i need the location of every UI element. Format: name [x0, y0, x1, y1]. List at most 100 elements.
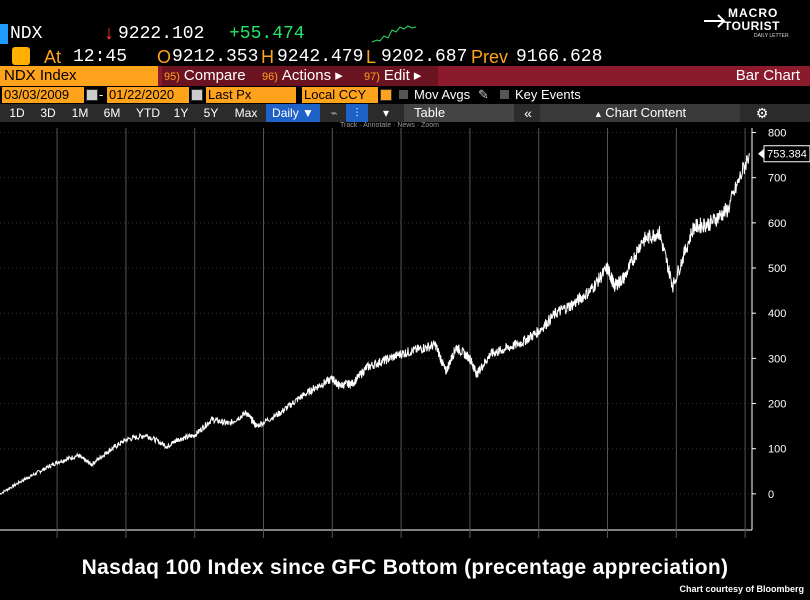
data-point — [166, 445, 168, 448]
range-button-max[interactable]: Max — [234, 106, 258, 120]
chart-dropdown-icon[interactable]: ▾ — [382, 106, 390, 120]
high-value: 9242.479 — [277, 47, 364, 67]
edit-label: Edit ▸ — [383, 67, 422, 84]
intraday-sparkline — [372, 25, 416, 43]
y-tick-label: 400 — [768, 308, 786, 320]
edit-number: 97) — [364, 71, 380, 83]
data-point — [445, 371, 447, 373]
edit-button[interactable]: 97) Edit ▸ — [362, 66, 438, 86]
data-point — [613, 285, 615, 287]
arrow-logo-icon — [704, 14, 726, 28]
data-point — [194, 434, 196, 436]
dropdown-arrow-icon[interactable] — [380, 89, 392, 101]
data-point — [39, 470, 41, 472]
y-tick-label: 100 — [768, 444, 786, 456]
data-point — [572, 303, 574, 305]
price-chart[interactable]: 0100200300400500600700800200920102011201… — [0, 128, 810, 538]
prev-label: Prev — [471, 47, 509, 67]
data-point — [125, 439, 127, 441]
last-value-label: 753.384 — [767, 149, 807, 161]
data-point — [589, 290, 591, 292]
price-field-select[interactable]: Last Px — [206, 87, 296, 103]
clock-icon — [12, 47, 30, 65]
range-button-1m[interactable]: 1M — [71, 106, 89, 120]
zoom-tool[interactable]: Zoom — [421, 122, 440, 129]
chart-source: Chart courtesy of Bloomberg — [679, 584, 804, 594]
data-point — [641, 240, 643, 242]
security-field[interactable]: NDX Index — [0, 66, 158, 86]
high-label: H — [261, 47, 274, 67]
data-point — [417, 348, 419, 350]
quote-time: 12:45 — [73, 47, 128, 67]
chart-tools: Track · Annotate · News · Zoom — [340, 122, 440, 129]
data-point — [145, 434, 148, 436]
pencil-icon[interactable]: ✎ — [478, 87, 489, 102]
actions-label: Actions ▸ — [281, 67, 343, 84]
low-value: 9202.687 — [381, 47, 468, 67]
data-point — [366, 366, 368, 368]
data-point — [211, 418, 213, 420]
gear-icon[interactable]: ⚙ — [755, 105, 769, 121]
compare-label: Compare — [183, 67, 246, 84]
track-tool[interactable]: Track — [340, 122, 358, 129]
price-change: +55.474 — [229, 24, 305, 44]
table-button[interactable]: Table — [404, 104, 514, 122]
y-tick-label: 700 — [768, 173, 786, 185]
y-tick-label: 0 — [768, 489, 774, 501]
range-button-5y[interactable]: 5Y — [203, 106, 219, 120]
data-point — [476, 373, 478, 375]
actions-button[interactable]: 96) Actions ▸ — [260, 66, 364, 86]
range-button-1d[interactable]: 1D — [9, 106, 25, 120]
date-separator: - — [99, 87, 104, 102]
y-tick-label: 500 — [768, 263, 786, 275]
frequency-select[interactable]: Daily ▼ — [266, 104, 320, 122]
chart-content-button[interactable]: ▲ Chart Content — [540, 104, 740, 122]
range-toolbar: 1D 3D 1M 6M YTD 1Y 5Y Max Daily ▼ ⌁ ⫶ ▾ Table «… — [0, 104, 810, 122]
data-point — [520, 341, 523, 344]
data-point — [489, 353, 492, 355]
open-value: 9212.353 — [172, 47, 259, 67]
command-toolbar: NDX Index 95) Compare 96) Actions ▸ 97) Edi… — [0, 66, 810, 86]
range-button-1y[interactable]: 1Y — [173, 106, 189, 120]
start-date-field[interactable]: 03/03/2009 — [2, 87, 84, 103]
mov-avgs-checkbox[interactable] — [399, 90, 408, 99]
last-price: 9222.102 — [118, 24, 205, 44]
data-point — [331, 378, 333, 380]
collapse-icon[interactable]: « — [524, 105, 532, 121]
data-point — [108, 450, 110, 452]
bar-chart-icon[interactable]: ⫶ — [346, 104, 368, 122]
at-label: At — [44, 47, 62, 67]
data-point — [748, 153, 750, 155]
data-point — [56, 461, 58, 463]
down-arrow-icon: ↓ — [104, 22, 114, 44]
data-point — [455, 346, 457, 348]
data-point — [77, 454, 79, 457]
data-point — [383, 360, 385, 362]
line-chart-icon[interactable]: ⌁ — [330, 106, 338, 120]
annotate-tool[interactable]: Annotate — [363, 122, 392, 129]
range-button-ytd[interactable]: YTD — [136, 106, 160, 120]
currency-select[interactable]: Local CCY — [302, 87, 378, 103]
data-point — [538, 330, 540, 332]
data-point — [90, 463, 93, 466]
chart-title: Nasdaq 100 Index since GFC Bottom (prece… — [81, 556, 729, 579]
chart-settings-row: 03/03/2009 - 01/22/2020 Last Px Local CC… — [0, 86, 810, 104]
data-point — [22, 479, 24, 481]
chart-content-label: Chart Content — [605, 105, 687, 120]
end-date-field[interactable]: 01/22/2020 — [107, 87, 189, 103]
y-tick-label: 600 — [768, 218, 786, 230]
range-button-6m[interactable]: 6M — [103, 106, 121, 120]
compare-number: 95) — [164, 71, 180, 83]
calendar-icon[interactable] — [86, 89, 98, 101]
news-tool[interactable]: News — [397, 122, 415, 129]
compare-button[interactable]: 95) Compare — [162, 66, 262, 86]
price-series-line — [0, 153, 750, 495]
calendar-icon[interactable] — [191, 89, 203, 101]
logo-line-1: MACRO — [728, 6, 779, 20]
data-point — [400, 353, 402, 355]
key-events-checkbox[interactable] — [500, 90, 509, 99]
actions-number: 96) — [262, 71, 278, 83]
data-point — [228, 423, 230, 425]
range-button-3d[interactable]: 3D — [40, 106, 56, 120]
y-tick-label: 300 — [768, 353, 786, 365]
